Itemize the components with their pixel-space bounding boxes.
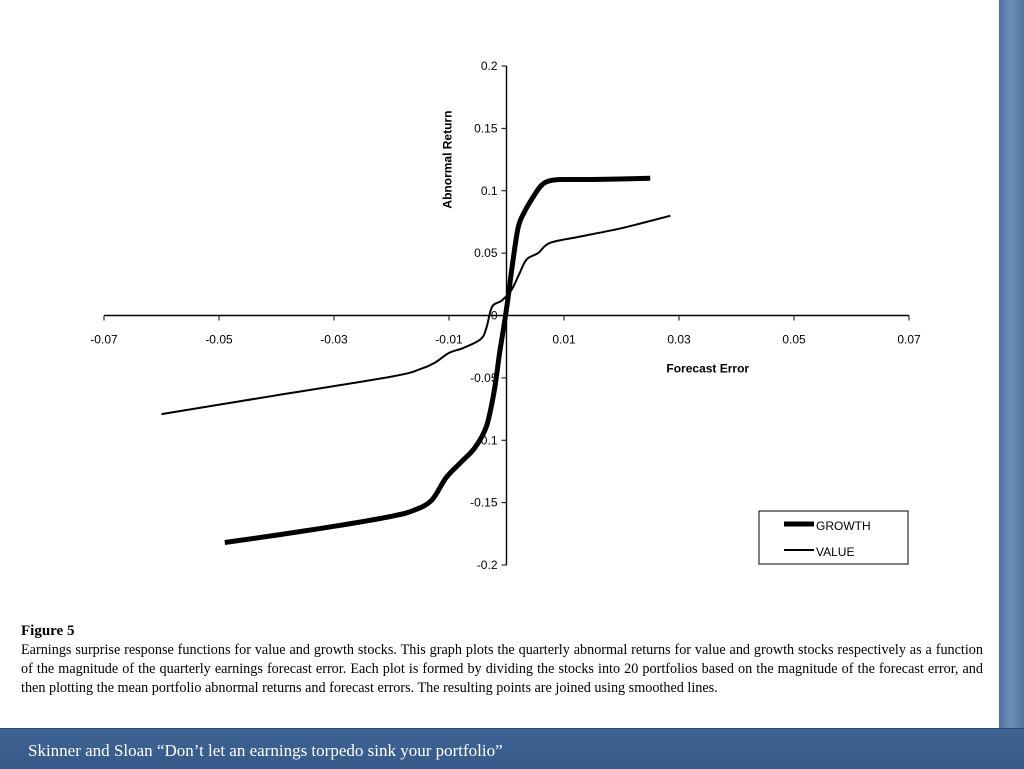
legend-label-growth: GROWTH [816,519,871,533]
x-tick-label: 0.01 [552,333,576,347]
y-tick-label: -0.05 [470,371,498,385]
x-tick-label: 0.05 [782,333,806,347]
tick-labels: -0.07 -0.05 -0.03 -0.01 0.01 0.03 0.05 0.07 0.2 0… [90,59,921,572]
figure-caption-block: Figure 5 Earnings surprise response func… [21,623,983,698]
slide-side-bar [999,0,1024,768]
legend: GROWTH VALUE [758,510,909,565]
figure-caption: Earnings surprise response functions for… [21,642,983,696]
abnormal-return-chart: -0.07 -0.05 -0.03 -0.01 0.01 0.03 0.05 0.07 0.2 0… [90,59,921,572]
x-tick-label: -0.07 [90,333,118,347]
footer-citation: Skinner and Sloan “Don’t let an earnings… [28,741,503,760]
slide-footer-bar [0,728,1024,769]
y-axis-title: Abnormal Return [441,111,455,209]
x-tick-label: -0.03 [320,333,348,347]
y-tick-label: 0.05 [474,246,498,260]
y-tick-label: -0.2 [477,558,498,572]
x-tick-label: 0.03 [667,333,691,347]
x-axis-title: Forecast Error [666,362,749,376]
y-tick-label: -0.15 [470,496,498,510]
y-tick-label: 0 [491,309,498,323]
x-tick-label: -0.01 [435,333,463,347]
y-tick-label: 0.15 [474,121,498,135]
y-tick-label: 0.1 [481,184,498,198]
legend-box [758,510,909,565]
figure-label: Figure 5 [21,623,75,639]
x-tick-label: 0.07 [897,333,921,347]
series-lines [161,175,671,545]
legend-label-value: VALUE [816,545,854,559]
x-tick-label: -0.05 [205,333,233,347]
series-line-growth [224,175,651,545]
series-line-value [161,214,671,416]
y-tick-label: 0.2 [481,59,498,73]
